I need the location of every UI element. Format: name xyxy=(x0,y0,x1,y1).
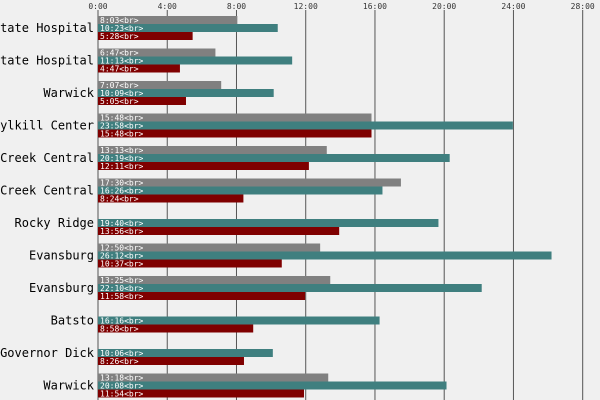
bar xyxy=(98,97,186,105)
bar xyxy=(98,16,238,24)
x-axis-ticks: 0:00 4:00 8:00 12:00 16:00 20:00 24:00 28:00 xyxy=(88,2,595,11)
x-tick-label: 12:00 xyxy=(294,2,318,11)
data-label: 5:05<br> xyxy=(100,97,139,106)
data-label: 16:16<br> xyxy=(100,317,144,326)
bar xyxy=(98,121,513,130)
category-labels: Allentown State Hospital Allentown State … xyxy=(0,21,95,393)
bar xyxy=(98,32,193,40)
bar xyxy=(98,381,447,390)
data-label: 8:58<br> xyxy=(100,325,139,334)
data-label: 11:54<br> xyxy=(100,390,144,399)
data-label: 6:47<br> xyxy=(100,49,139,58)
bar xyxy=(98,292,306,300)
bar xyxy=(98,129,372,138)
data-label: 13:56<br> xyxy=(100,227,144,236)
bar xyxy=(98,81,222,89)
bar xyxy=(98,251,552,260)
data-label: 15:48<br> xyxy=(100,130,144,139)
data-label: 12:11<br> xyxy=(100,162,144,171)
data-labels: 8:03<br>10:23<br>5:28<br> 6:47<br>11:13<b… xyxy=(100,16,144,399)
data-label: 17:30<br> xyxy=(100,179,144,188)
category-label: Warwick xyxy=(43,379,94,393)
category-label: Governor Dick xyxy=(0,346,95,360)
category-label: Rocky Ridge xyxy=(15,216,94,230)
data-label: 12:50<br> xyxy=(100,244,144,253)
bar xyxy=(98,56,293,65)
data-label: 10:09<br> xyxy=(100,89,144,98)
data-label: 7:07<br> xyxy=(100,81,139,90)
data-label: 5:28<br> xyxy=(100,32,139,41)
data-label: 26:12<br> xyxy=(100,252,144,261)
data-label: 20:19<br> xyxy=(100,154,144,163)
data-label: 11:58<br> xyxy=(100,292,144,301)
bar xyxy=(98,64,180,73)
data-label: 23:58<br> xyxy=(100,122,144,131)
bar xyxy=(98,178,401,187)
bar xyxy=(98,219,439,227)
category-label: Peach Creek Central xyxy=(0,151,94,165)
data-label: 8:26<br> xyxy=(100,357,139,366)
x-tick-label: 16:00 xyxy=(363,2,387,11)
data-label: 13:18<br> xyxy=(100,374,144,383)
bar xyxy=(98,373,329,382)
x-tick-label: 4:00 xyxy=(158,2,177,11)
bar xyxy=(98,227,340,235)
data-label: 10:23<br> xyxy=(100,24,144,33)
bar xyxy=(98,259,282,268)
bars xyxy=(98,16,552,398)
data-label: 10:06<br> xyxy=(100,349,144,358)
bar xyxy=(98,154,450,162)
category-label: Evansburg xyxy=(29,249,94,263)
x-tick-label: 8:00 xyxy=(227,2,246,11)
x-tick-label: 20:00 xyxy=(432,2,456,11)
data-label: 4:47<br> xyxy=(100,65,139,74)
category-label: Warwick xyxy=(43,86,94,100)
x-tick-label: 0:00 xyxy=(88,2,107,11)
bar xyxy=(98,349,273,357)
data-label: 19:40<br> xyxy=(100,219,144,228)
category-label: Schuylkill Center xyxy=(0,119,94,133)
category-label: Allentown State Hospital xyxy=(0,54,94,68)
x-tick-label: 24:00 xyxy=(501,2,525,11)
bar xyxy=(98,194,244,203)
data-label: 10:37<br> xyxy=(100,260,144,269)
bar xyxy=(98,24,278,32)
bar xyxy=(98,243,321,252)
bar xyxy=(98,316,380,325)
category-label: Evansburg xyxy=(29,281,94,295)
bar xyxy=(98,357,244,365)
bar xyxy=(98,284,482,292)
data-label: 16:26<br> xyxy=(100,187,144,196)
bar xyxy=(98,89,274,97)
data-label: 20:08<br> xyxy=(100,382,144,391)
data-label: 22:10<br> xyxy=(100,284,144,293)
bar xyxy=(98,162,309,170)
bar xyxy=(98,113,372,122)
category-label: Allentown State Hospital xyxy=(0,21,94,35)
bar xyxy=(98,389,304,398)
bar xyxy=(98,48,216,57)
category-label: Batsto xyxy=(51,314,94,328)
data-label: 13:25<br> xyxy=(100,276,144,285)
bar xyxy=(98,276,331,284)
data-label: 8:24<br> xyxy=(100,195,139,204)
data-label: 13:13<br> xyxy=(100,146,144,155)
category-label: Peach Creek Central xyxy=(0,184,94,198)
data-label: 8:03<br> xyxy=(100,16,139,25)
x-tick-label: 28:00 xyxy=(571,2,595,11)
bar xyxy=(98,146,327,154)
bar xyxy=(98,324,254,333)
data-label: 11:13<br> xyxy=(100,57,144,66)
bar xyxy=(98,186,383,195)
grid-lines xyxy=(97,10,584,400)
data-label: 15:48<br> xyxy=(100,114,144,123)
